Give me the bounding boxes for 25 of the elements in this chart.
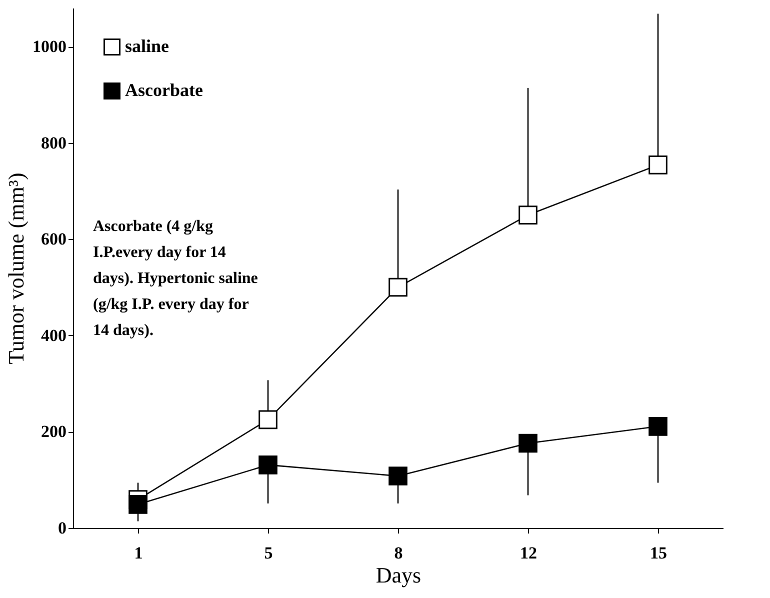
point <box>388 278 408 297</box>
point <box>388 466 408 486</box>
point <box>518 206 538 224</box>
legend-label: saline <box>125 36 170 56</box>
point <box>648 156 668 174</box>
y-tick-label: 600 <box>41 230 66 249</box>
y-tick-label: 400 <box>41 326 66 345</box>
x-axis-title: Days <box>376 562 422 588</box>
point <box>258 456 278 474</box>
point <box>128 494 148 514</box>
y-axis-title: Tumor volume (mm³) <box>4 172 28 364</box>
x-tick-label: 5 <box>264 544 273 562</box>
y-tick-label: 200 <box>41 422 66 442</box>
y-tick-label: 800 <box>41 133 66 152</box>
annotation: Ascorbate (4 g/kg I.P.every day for 14 days). Hypertonic saline (g/kg I.P. every day for 14 days). <box>93 218 258 339</box>
y-tick-label: 0 <box>58 518 66 538</box>
legend-label: Ascorbate <box>125 80 203 100</box>
y-tick-label: 1000 <box>32 37 66 56</box>
x-tick-label: 8 <box>394 544 403 562</box>
x-tick-label: 1 <box>134 544 143 562</box>
point <box>258 410 278 430</box>
x-tick-label: 12 <box>520 544 537 562</box>
point <box>518 434 538 453</box>
point <box>648 416 668 436</box>
x-tick-label: 15 <box>650 544 667 562</box>
